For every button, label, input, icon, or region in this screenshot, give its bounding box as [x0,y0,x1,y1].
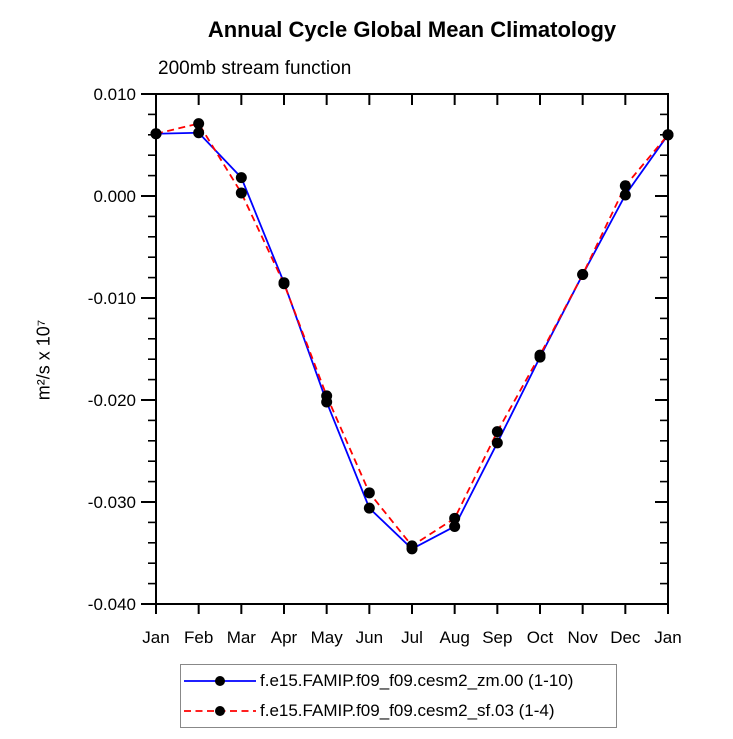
x-tick-label: Dec [610,628,641,647]
legend-item-series-0: f.e15.FAMIP.f09_f09.cesm2_zm.00 (1-10) [181,666,616,696]
data-point-marker [619,189,631,201]
x-tick-label: Sep [482,628,512,647]
legend-line-sample-dashed [184,706,256,716]
y-tick-label: 0.010 [93,85,136,104]
data-point-marker [619,180,631,192]
axis-ticks [141,93,669,614]
data-point-marker [577,269,589,281]
y-tick-label: 0.000 [93,187,136,206]
data-point-markers [150,118,674,555]
y-tick-label: -0.040 [88,595,136,614]
data-point-marker [491,437,503,449]
data-point-marker [662,129,674,141]
series-lines [155,122,669,551]
data-point-marker [235,187,247,199]
frame-rect [155,93,669,605]
legend-line-sample-solid [184,676,256,686]
series-line-1 [155,122,669,548]
data-point-marker [449,512,461,524]
x-tick-label: Jul [401,628,423,647]
x-tick-label: Apr [271,628,298,647]
data-point-marker [278,278,290,290]
data-point-marker [150,128,162,140]
x-tick-label: Jan [142,628,169,647]
chart-subtitle: 200mb stream function [158,58,352,79]
y-tick-label: -0.010 [88,289,136,308]
legend-item-series-1: f.e15.FAMIP.f09_f09.cesm2_sf.03 (1-4) [181,696,616,726]
y-tick-label: -0.020 [88,391,136,410]
x-tick-label: Feb [184,628,213,647]
x-tick-label: Mar [227,628,257,647]
chart-title: Annual Cycle Global Mean Climatology [207,17,617,42]
x-tick-label: Oct [527,628,554,647]
axis-tick-labels: Jan Feb Mar Apr May Jun Jul Aug Sep Oct Nov Dec Jan 0… [88,85,682,647]
x-tick-label: Nov [568,628,599,647]
data-point-marker [193,118,205,130]
data-point-marker [491,426,503,438]
legend-label-series-0: f.e15.FAMIP.f09_f09.cesm2_zm.00 (1-10) [260,671,574,690]
data-point-marker [321,390,333,402]
legend-box: f.e15.FAMIP.f09_f09.cesm2_zm.00 (1-10) f… [180,664,617,728]
x-tick-label: May [311,628,344,647]
plot-frame [155,93,669,605]
x-tick-label: Jan [654,628,681,647]
data-point-marker [534,349,546,361]
y-tick-label: -0.030 [88,493,136,512]
data-point-marker [406,540,418,552]
data-point-marker [235,172,247,184]
x-tick-label: Aug [440,628,470,647]
data-point-marker [193,127,205,139]
data-point-marker [363,487,375,499]
series-line-0 [155,131,669,551]
legend-label-series-1: f.e15.FAMIP.f09_f09.cesm2_sf.03 (1-4) [260,701,555,720]
x-tick-label: Jun [356,628,383,647]
data-point-marker [449,520,461,532]
data-point-marker [363,502,375,514]
